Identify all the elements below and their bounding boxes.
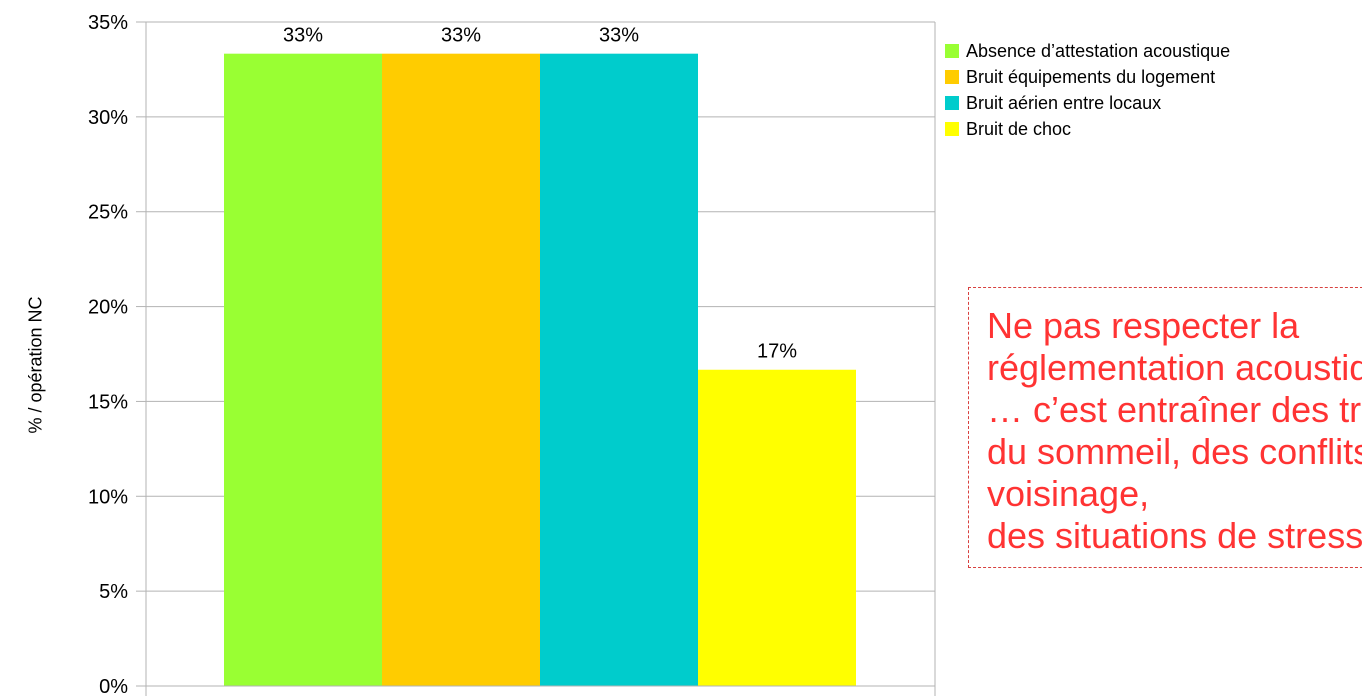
y-tick-label: 30%	[88, 107, 128, 129]
callout-box: Ne pas respecter la réglementation acous…	[968, 287, 1362, 568]
data-label: 33%	[599, 25, 639, 47]
legend-swatch	[945, 70, 959, 84]
y-tick-label: 10%	[88, 486, 128, 508]
data-label: 33%	[283, 25, 323, 47]
legend-label: Bruit aérien entre locaux	[966, 92, 1162, 113]
legend-item: Absence d’attestation acoustique	[945, 38, 1230, 64]
legend-label: Bruit de choc	[966, 118, 1072, 139]
y-tick-label: 35%	[88, 12, 128, 34]
bar	[382, 53, 540, 686]
bar	[224, 53, 382, 686]
bar	[540, 53, 698, 686]
y-tick-label: 25%	[88, 202, 128, 224]
y-axis-title: % / opération NC	[25, 296, 46, 434]
legend-item: Bruit équipements du logement	[945, 64, 1230, 90]
axes	[136, 21, 936, 696]
legend-swatch	[945, 122, 959, 136]
legend-label: Bruit équipements du logement	[966, 66, 1216, 87]
legend-swatch	[945, 96, 959, 110]
y-tick-label: 0%	[99, 676, 128, 698]
y-tick-label: 15%	[88, 391, 128, 413]
data-label: 17%	[757, 341, 797, 363]
y-tick-label: 20%	[88, 297, 128, 319]
legend: Absence d’attestation acoustique Bruit éq…	[945, 38, 1230, 142]
bars	[224, 53, 856, 686]
legend-swatch	[945, 44, 959, 58]
data-label: 33%	[441, 25, 481, 47]
legend-item: Bruit aérien entre locaux	[945, 90, 1230, 116]
legend-item: Bruit de choc	[945, 116, 1230, 142]
callout-text: Ne pas respecter la réglementation acous…	[987, 305, 1362, 556]
y-tick-label: 5%	[99, 581, 128, 603]
labels: 0% 5% 10% 15% 20% 25% 30% 35% 33% 33% 33% 17%	[88, 12, 797, 698]
legend-label: Absence d’attestation acoustique	[966, 40, 1231, 61]
bar	[698, 369, 856, 686]
